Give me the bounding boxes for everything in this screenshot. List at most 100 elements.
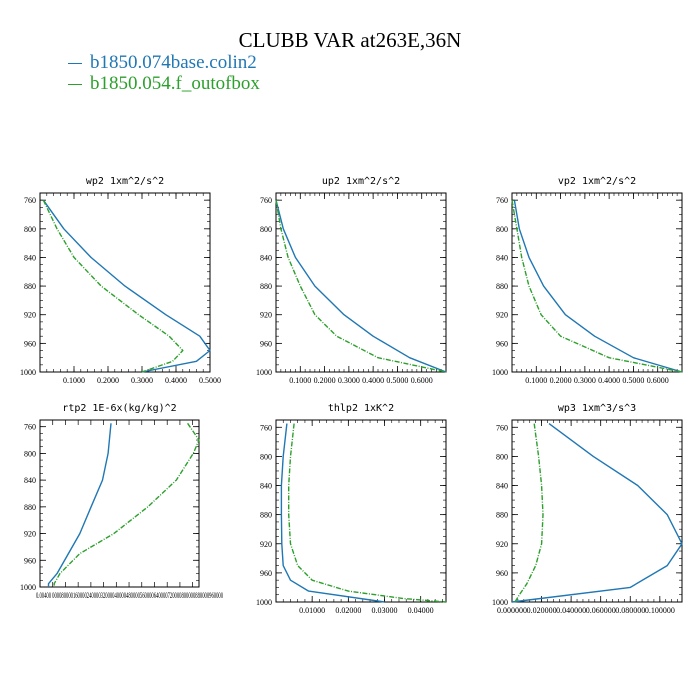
y-tick-label: 840 [260,482,272,491]
x-tick-label: 0.3000 [131,376,153,385]
y-tick-label: 760 [24,423,36,432]
y-tick-label: 800 [496,452,508,461]
x-tick-label: 0.5000 [199,376,221,385]
series-line-2 [511,200,683,373]
x-tick-label: 0.060000 [586,606,616,615]
x-tick-label: 0.01000 [299,606,325,615]
panel-title: thlp2 1xK^2 [328,403,394,414]
legend-item-2: b1850.054.f_outofbox [68,73,260,95]
y-tick-label: 960 [24,339,36,348]
x-tick-label: 0.2000 [550,376,572,385]
x-tick-label: 0.03000 [372,606,398,615]
series-line-1 [513,200,683,373]
panel-title: rtp2 1E-6x(kg/kg)^2 [62,403,176,414]
x-tick-label: 0.6000 [647,376,669,385]
y-tick-label: 960 [260,569,272,578]
panel-frame [39,419,200,588]
y-tick-label: 920 [496,540,508,549]
y-tick-label: 880 [496,282,508,291]
y-tick-label: 800 [260,452,272,461]
x-tick-label: 0.020000 [527,606,557,615]
y-tick-label: 880 [260,282,272,291]
x-tick-label: 0.5000 [386,376,408,385]
y-tick-label: 800 [260,225,272,234]
panel-title: wp3 1xm^3/s^3 [558,403,636,414]
x-tick-label: 0.4000 [165,376,187,385]
x-tick-label: 0.040000 [556,606,586,615]
x-tick-label: 0.2000 [97,376,119,385]
y-tick-label: 1000 [256,598,272,607]
x-tick-label: 0.000000 [497,606,527,615]
y-tick-label: 960 [260,339,272,348]
y-tick-label: 840 [260,253,272,262]
series-line-1 [275,200,447,373]
y-tick-label: 760 [496,423,508,432]
y-tick-label: 1000 [20,583,36,592]
x-tick-label: 0.080000 [615,606,645,615]
y-tick-label: 960 [496,339,508,348]
series-line-1 [511,423,683,603]
y-tick-label: 880 [24,282,36,291]
legend-item-1: b1850.074base.colin2 [68,52,257,74]
y-tick-label: 960 [496,569,508,578]
y-tick-label: 880 [24,503,36,512]
legend-label-2: b1850.054.f_outofbox [90,73,260,94]
x-tick-label: 0.3000 [338,376,360,385]
x-tick-label: 0.00400 00008000016000024000032000040000… [36,591,223,600]
y-tick-label: 920 [260,540,272,549]
x-tick-label: 0.2000 [314,376,336,385]
series-line-2 [53,422,200,587]
x-tick-label: 0.04000 [408,606,434,615]
y-tick-label: 840 [496,482,508,491]
panel-frame [275,419,447,603]
legend-label-1: b1850.074base.colin2 [90,52,257,73]
y-tick-label: 840 [24,253,36,262]
y-tick-label: 760 [260,423,272,432]
y-tick-label: 920 [24,530,36,539]
x-tick-label: 0.02000 [335,606,361,615]
y-tick-label: 960 [24,556,36,565]
x-tick-label: 0.1000 [525,376,547,385]
y-tick-label: 920 [24,311,36,320]
panel-frame [511,192,683,373]
y-tick-label: 760 [24,196,36,205]
panel-frame [39,192,211,373]
series-line-1 [47,423,112,587]
y-tick-label: 920 [260,311,272,320]
y-tick-label: 1000 [492,598,508,607]
x-tick-label: 0.5000 [622,376,644,385]
x-tick-label: 0.3000 [574,376,596,385]
legend-swatch-2 [68,84,82,86]
y-tick-label: 760 [496,196,508,205]
x-tick-label: 0.1000 [63,376,85,385]
legend-swatch-1 [68,63,82,65]
y-tick-label: 800 [24,449,36,458]
y-tick-label: 1000 [256,368,272,377]
y-tick-label: 840 [496,253,508,262]
series-line-1 [42,199,211,373]
y-tick-label: 880 [260,511,272,520]
series-line-2 [288,423,447,603]
panel-frame [275,192,447,373]
y-tick-label: 760 [260,196,272,205]
panel-frame [511,419,683,603]
panel-title: wp2 1xm^2/s^2 [86,176,164,187]
panel-title: up2 1xm^2/s^2 [322,176,400,187]
x-tick-label: 0.4000 [598,376,620,385]
chart-title: CLUBB VAR at263E,36N [238,28,462,52]
y-tick-label: 880 [496,511,508,520]
x-tick-label: 0.1000 [289,376,311,385]
y-tick-label: 1000 [492,368,508,377]
series-line-2 [42,199,184,373]
y-tick-label: 920 [496,311,508,320]
y-tick-label: 840 [24,476,36,485]
y-tick-label: 800 [496,225,508,234]
y-tick-label: 1000 [20,368,36,377]
series-line-1 [280,423,385,603]
y-tick-label: 800 [24,225,36,234]
x-tick-label: 0.4000 [362,376,384,385]
panel-title: vp2 1xm^2/s^2 [558,176,636,187]
x-tick-label: 0.6000 [411,376,433,385]
series-line-2 [514,423,544,603]
